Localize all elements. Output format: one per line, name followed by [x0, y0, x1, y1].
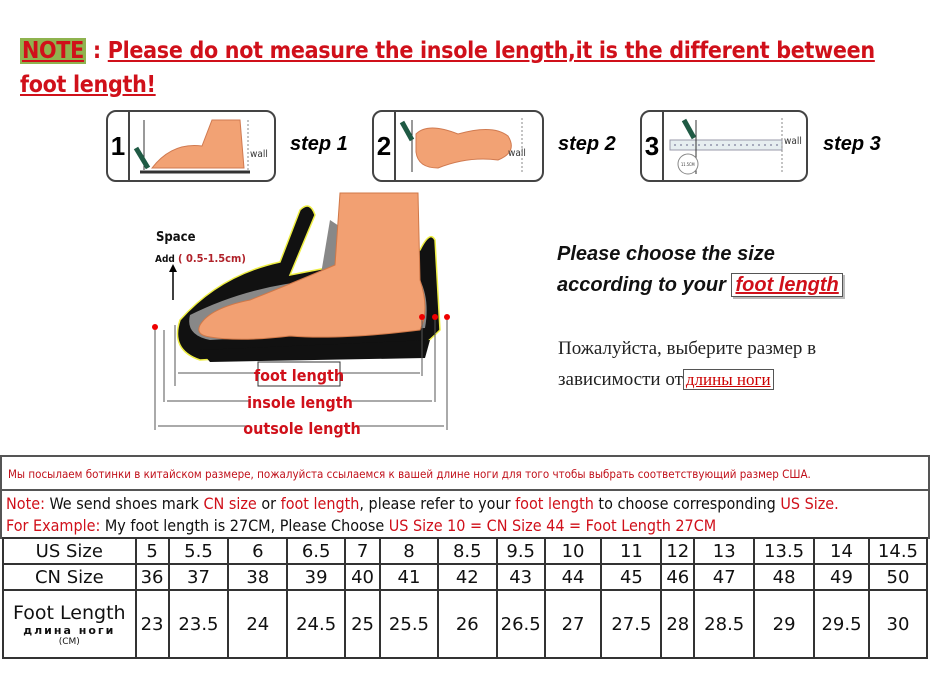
svg-text:wall: wall [250, 149, 268, 160]
cn-size-cell: 37 [167, 563, 230, 591]
add-label: Add [155, 254, 175, 265]
foot-length-cell: 29.5 [813, 589, 870, 659]
foot-length-cell: 23.5 [167, 589, 230, 659]
foot-length-cell: 28 [660, 589, 696, 659]
cn-size-cell: 47 [693, 563, 756, 591]
shoe-measurement-diagram: Space Add ( 0.5-1.5cm) foot length insol… [152, 192, 450, 438]
foot-length-row: Foot Length длина ноги (CM) 23 23.5 24 24.5 25 2… [2, 589, 929, 659]
foot-length-cell: 23 [134, 589, 170, 659]
foot-length-label: foot length [254, 366, 344, 385]
us-size-cell: 14 [813, 537, 870, 565]
step-1-panel: 1 wall [106, 110, 276, 182]
advice-en-line2: according to your foot length [557, 273, 843, 297]
cn-size-cell: 46 [660, 563, 696, 591]
foot-length-cell: 30 [867, 589, 929, 659]
us-size-cell: 13.5 [753, 537, 816, 565]
example-line: For Example: My foot length is 27CM, Ple… [6, 516, 717, 535]
advice-ru-line2: зависимости от длины ноги [558, 369, 774, 391]
us-size-cell: 13 [693, 537, 756, 565]
step-3-panel: 3 11.5CM wall [640, 110, 808, 182]
foot-length-cell: 26.5 [495, 589, 546, 659]
note-text: Please do not measure the insole length,… [20, 38, 875, 98]
foot-length-cell: 26 [436, 589, 498, 659]
us-size-cell: 5 [134, 537, 170, 565]
cn-size-cell: 40 [344, 563, 382, 591]
foot-side-measure-icon: wall [133, 119, 268, 174]
ruler-measure-icon: 11.5CM wall [669, 118, 802, 175]
us-size-cell: 9.5 [495, 537, 546, 565]
shipping-note: Note: We send shoes mark CN size or foot… [0, 489, 930, 539]
us-size-cell: 5.5 [167, 537, 230, 565]
add-range-label: ( 0.5-1.5cm) [178, 252, 246, 265]
us-size-cell: 8.5 [436, 537, 498, 565]
cn-size-cell: 43 [495, 563, 546, 591]
svg-text:11.5CM: 11.5CM [681, 162, 695, 167]
cn-size-cell: 41 [379, 563, 439, 591]
cn-size-header: CN Size [2, 563, 137, 591]
us-size-cell: 12 [660, 537, 696, 565]
step-2-panel: 2 wall [372, 110, 544, 182]
russian-notice: Мы посылаем ботинки в китайском размере,… [0, 455, 930, 489]
foot-length-cell: 27 [543, 589, 603, 659]
step-number: 3 [642, 112, 664, 180]
step-3-label: step 3 [823, 133, 881, 155]
space-label: Space [156, 230, 196, 245]
foot-length-cell: 28.5 [693, 589, 756, 659]
advice-en-line1: Please choose the size [557, 243, 775, 265]
foot-length-cell: 24.5 [286, 589, 347, 659]
us-size-cell: 8 [379, 537, 439, 565]
cn-size-row: CN Size 36 37 38 39 40 41 42 43 44 45 46 47 48 49 50 [2, 563, 929, 591]
size-table: US Size 5 5.5 6 6.5 7 8 8.5 9.5 10 11 12 13 13.5 14 14.… [2, 537, 929, 659]
cn-size-cell: 45 [600, 563, 663, 591]
svg-text:wall: wall [784, 136, 802, 147]
outsole-length-label: outsole length [243, 419, 361, 438]
foot-length-header: Foot Length длина ноги (CM) [2, 589, 137, 659]
foot-length-ru-highlight: длины ноги [682, 369, 774, 390]
foot-top-measure-icon: wall [399, 118, 526, 174]
us-size-header: US Size [2, 537, 137, 565]
foot-length-highlight: foot length [731, 273, 843, 297]
foot-length-cell: 25.5 [379, 589, 439, 659]
us-size-cell: 6.5 [286, 537, 347, 565]
cn-size-cell: 48 [753, 563, 816, 591]
note-line: Note: We send shoes mark CN size or foot… [6, 494, 839, 513]
us-size-cell: 6 [227, 537, 289, 565]
step-1-label: step 1 [290, 133, 348, 155]
foot-length-cell: 24 [227, 589, 289, 659]
step-number: 1 [108, 112, 130, 180]
us-size-cell: 7 [344, 537, 382, 565]
cn-size-cell: 50 [867, 563, 929, 591]
step-number: 2 [374, 112, 396, 180]
cn-size-cell: 44 [543, 563, 603, 591]
cn-size-cell: 39 [286, 563, 347, 591]
us-size-cell: 14.5 [867, 537, 929, 565]
foot-length-cell: 29 [753, 589, 816, 659]
note-tag: NOTE [20, 38, 86, 64]
step-2-label: step 2 [558, 133, 616, 155]
foot-length-cell: 27.5 [600, 589, 663, 659]
foot-length-cell: 25 [344, 589, 382, 659]
cn-size-cell: 49 [813, 563, 870, 591]
note-warning: NOTE : Please do not measure the insole … [20, 38, 875, 98]
advice-ru-line1: Пожалуйста, выберите размер в [558, 338, 817, 359]
us-size-row: US Size 5 5.5 6 6.5 7 8 8.5 9.5 10 11 12 13 13.5 14 14.… [2, 537, 929, 565]
insole-length-label: insole length [247, 393, 353, 412]
us-size-cell: 10 [543, 537, 603, 565]
us-size-cell: 11 [600, 537, 663, 565]
svg-text:wall: wall [508, 148, 526, 159]
cn-size-cell: 36 [134, 563, 170, 591]
cn-size-cell: 42 [436, 563, 498, 591]
cn-size-cell: 38 [227, 563, 289, 591]
